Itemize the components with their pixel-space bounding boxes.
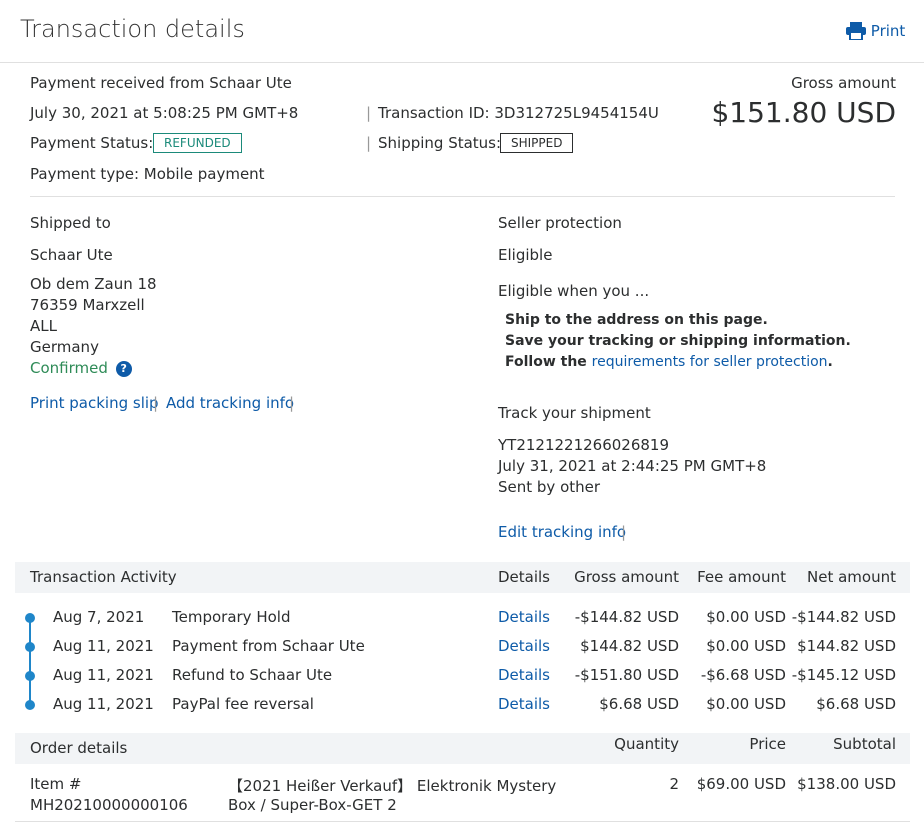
confirmed-label: Confirmed: [30, 359, 108, 377]
requirement-suffix: .: [827, 354, 833, 370]
activity-net-header: Net amount: [807, 568, 896, 586]
separator: |: [621, 523, 627, 541]
activity-net: $6.68 USD: [816, 695, 896, 713]
activity-fee: $0.00 USD: [706, 637, 786, 655]
separator: |: [153, 394, 159, 412]
shipping-status-label: Shipping Status:: [378, 134, 502, 152]
activity-details-link[interactable]: Details: [498, 637, 551, 655]
activity-gross-header: Gross amount: [574, 568, 679, 586]
activity-description: Temporary Hold: [172, 608, 291, 626]
item-name: 【2021 Heißer Verkauf】 Elektronik Mystery: [228, 777, 557, 795]
activity-net: -$144.82 USD: [791, 608, 896, 626]
timeline-line: [29, 618, 31, 704]
requirement-item: Ship to the address on this page.: [505, 312, 768, 328]
activity-date: Aug 11, 2021: [53, 637, 154, 655]
timeline-dot: [25, 700, 35, 710]
separator: |: [366, 104, 372, 122]
separator: |: [289, 394, 295, 412]
eligible-when: Eligible when you ...: [498, 282, 650, 300]
summary-divider: [30, 196, 895, 197]
seller-protection-requirements-link[interactable]: requirements for seller protection: [591, 354, 828, 370]
printer-icon: [846, 22, 866, 44]
requirement-prefix: Follow the: [505, 354, 592, 370]
order-title: Order details: [30, 739, 128, 757]
transaction-id: Transaction ID: 3D312725L9454154U: [378, 104, 659, 122]
activity-fee: -$6.68 USD: [700, 666, 786, 684]
activity-fee: $0.00 USD: [706, 608, 786, 626]
tracking-number: YT2121221266026819: [498, 436, 670, 454]
timeline-dot: [25, 671, 35, 681]
address-confirmed: Confirmed ?: [30, 359, 132, 377]
order-quantity-header: Quantity: [614, 735, 679, 753]
seller-protection-heading: Seller protection: [498, 214, 622, 232]
requirement-item: Follow the requirements for seller prote…: [505, 354, 833, 370]
shipping-status-badge: SHIPPED: [500, 133, 574, 153]
activity-title: Transaction Activity: [30, 568, 177, 586]
activity-header-band: [15, 562, 910, 593]
order-price-header: Price: [749, 735, 786, 753]
item-name: Box / Super-Box-GET 2: [228, 796, 397, 814]
activity-details-link[interactable]: Details: [498, 695, 551, 713]
item-number-label: Item #: [30, 775, 82, 793]
timeline-dot: [25, 613, 35, 623]
print-packing-slip-link[interactable]: Print packing slip: [30, 394, 159, 412]
activity-net: -$145.12 USD: [791, 666, 896, 684]
address-line: 76359 Marxzell: [30, 296, 145, 314]
edit-tracking-link[interactable]: Edit tracking info: [498, 523, 627, 541]
transaction-date: July 30, 2021 at 5:08:25 PM GMT+8: [30, 104, 299, 122]
activity-date: Aug 7, 2021: [53, 608, 145, 626]
requirement-item: Save your tracking or shipping informati…: [505, 333, 851, 349]
address-line: Germany: [30, 338, 99, 356]
track-shipment-heading: Track your shipment: [498, 404, 651, 422]
received-from: Payment received from Schaar Ute: [30, 74, 292, 92]
activity-details-link[interactable]: Details: [498, 608, 551, 626]
gross-amount: $151.80 USD: [711, 96, 896, 129]
tracking-sent-by: Sent by other: [498, 478, 601, 496]
activity-gross: $6.68 USD: [599, 695, 679, 713]
order-header-band: [15, 733, 910, 764]
activity-details-link[interactable]: Details: [498, 666, 551, 684]
gross-amount-label: Gross amount: [791, 74, 896, 92]
item-number: MH20210000000106: [30, 796, 188, 814]
page-title: Transaction details: [20, 15, 245, 43]
activity-net: $144.82 USD: [797, 637, 896, 655]
print-button[interactable]: Print: [846, 22, 905, 44]
order-subtotal-header: Subtotal: [833, 735, 896, 753]
payment-status-label: Payment Status:: [30, 134, 154, 152]
activity-gross: -$151.80 USD: [574, 666, 679, 684]
activity-fee-header: Fee amount: [697, 568, 786, 586]
header-divider: [0, 62, 924, 63]
activity-description: Refund to Schaar Ute: [172, 666, 333, 684]
separator: |: [366, 134, 372, 152]
print-label: Print: [870, 22, 906, 40]
tracking-date: July 31, 2021 at 2:44:25 PM GMT+8: [498, 457, 767, 475]
activity-description: PayPal fee reversal: [172, 695, 314, 713]
add-tracking-link[interactable]: Add tracking info: [166, 394, 295, 412]
order-divider: [15, 821, 910, 822]
activity-details-header: Details: [498, 568, 551, 586]
seller-protection-status: Eligible: [498, 246, 553, 264]
address-line: ALL: [30, 317, 57, 335]
activity-description: Payment from Schaar Ute: [172, 637, 365, 655]
item-price: $69.00 USD: [696, 775, 786, 793]
activity-fee: $0.00 USD: [706, 695, 786, 713]
item-subtotal: $138.00 USD: [797, 775, 896, 793]
activity-date: Aug 11, 2021: [53, 695, 154, 713]
activity-date: Aug 11, 2021: [53, 666, 154, 684]
recipient-name: Schaar Ute: [30, 246, 113, 264]
timeline-dot: [25, 642, 35, 652]
item-quantity: 2: [669, 775, 679, 793]
shipped-to-heading: Shipped to: [30, 214, 111, 232]
address-line: Ob dem Zaun 18: [30, 275, 157, 293]
activity-gross: $144.82 USD: [580, 637, 679, 655]
activity-gross: -$144.82 USD: [574, 608, 679, 626]
payment-type: Payment type: Mobile payment: [30, 165, 265, 183]
payment-status-badge: REFUNDED: [153, 133, 242, 153]
help-icon[interactable]: ?: [115, 361, 132, 377]
